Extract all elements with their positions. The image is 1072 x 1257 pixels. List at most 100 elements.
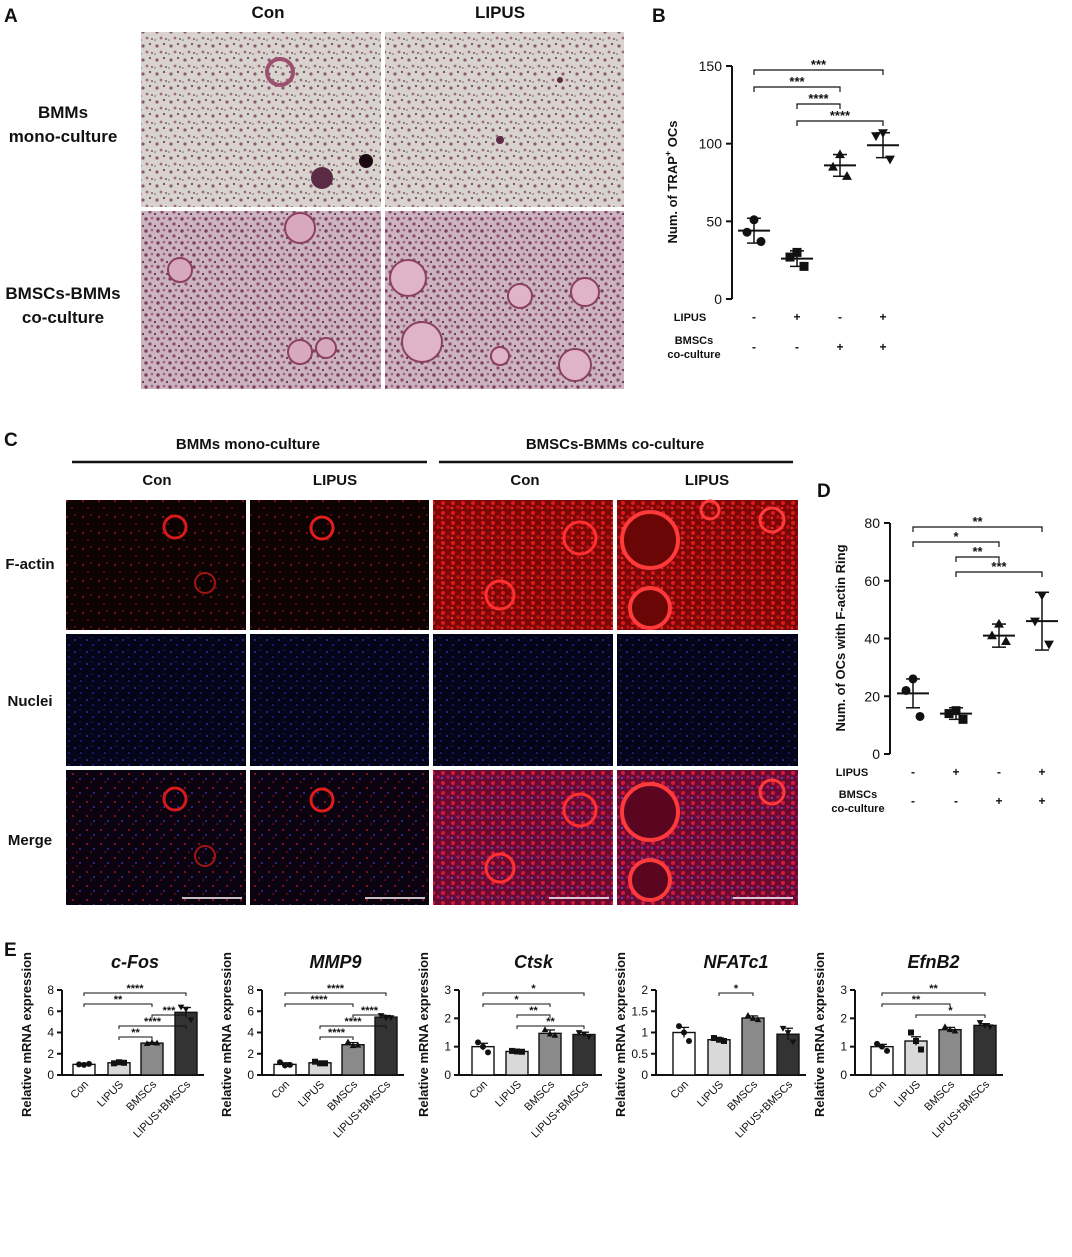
significance-label: ** <box>972 544 983 559</box>
panel-d-sign-bmscs-2: - <box>954 794 958 808</box>
panel-e-chart-ctsk: Ctsk Relative mRNA expression 0 1 2 3 Con LIPUS… <box>416 952 602 1141</box>
y-tick-label: 100 <box>699 136 723 152</box>
y-tick-label: 1 <box>840 1040 847 1054</box>
y-tick-label: 2 <box>247 1047 254 1061</box>
x-tick-label: Con <box>668 1079 691 1102</box>
data-point <box>187 1017 195 1024</box>
data-point <box>182 1006 190 1013</box>
data-point <box>177 1004 185 1011</box>
data-point <box>354 1041 362 1048</box>
panel-c-row-label-nuclei: Nuclei <box>7 693 52 710</box>
significance-bracket <box>912 526 1043 532</box>
gene-title: c-Fos <box>111 952 159 972</box>
data-point <box>915 711 925 721</box>
panel-d-letter: D <box>817 481 831 502</box>
significance-label: *** <box>163 1005 177 1017</box>
micrograph-c-nuclei-3 <box>433 634 613 766</box>
data-point <box>756 237 766 247</box>
panel-c-group-label-2: BMSCs-BMMs co-culture <box>526 436 704 453</box>
y-axis-label: Relative mRNA expression <box>19 952 34 1117</box>
significance-label: **** <box>328 1027 346 1039</box>
data-point <box>908 1029 914 1036</box>
panel-b-sign-bmscs-2: - <box>795 340 799 354</box>
y-tick-label: 150 <box>699 58 723 74</box>
significance-bracket <box>955 556 1000 562</box>
y-tick-label: 0 <box>714 291 722 307</box>
data-point <box>987 630 997 640</box>
x-tick-label: LIPUS <box>695 1079 726 1110</box>
gene-title: EfnB2 <box>907 952 959 972</box>
bar <box>707 1039 731 1076</box>
significance-bracket <box>796 120 884 126</box>
data-point <box>551 1031 559 1038</box>
data-point <box>784 1030 792 1036</box>
y-tick-label: 2 <box>840 1011 847 1025</box>
data-point <box>842 171 852 180</box>
significance-bracket <box>955 571 1043 577</box>
panel-b-row-label-lipus: LIPUS <box>674 312 706 324</box>
panel-c-letter: C <box>4 430 18 451</box>
y-axis-label: Relative mRNA expression <box>613 952 628 1117</box>
y-tick-label: 2 <box>444 1011 451 1025</box>
significance-label: *** <box>811 57 827 72</box>
micrograph-c-merge-1 <box>66 770 246 905</box>
x-tick-label: Con <box>866 1079 889 1102</box>
y-tick-label: 0 <box>247 1068 254 1082</box>
data-point <box>951 706 961 716</box>
data-point <box>585 1034 593 1041</box>
micrograph-c-nuclei-2 <box>250 634 429 766</box>
panel-c-col-label-4: LIPUS <box>685 472 729 489</box>
data-point <box>799 261 809 271</box>
significance-label: ** <box>529 1005 538 1017</box>
bar <box>174 1011 198 1076</box>
x-tick-label: LIPUS+BMSCs <box>331 1078 393 1140</box>
data-point <box>575 1030 583 1036</box>
y-tick-label: 0 <box>444 1068 451 1082</box>
y-tick-label: 0 <box>641 1068 648 1082</box>
significance-label: **** <box>361 1005 379 1017</box>
data-point <box>871 132 881 142</box>
y-tick-label: 4 <box>247 1026 254 1040</box>
significance-label: ** <box>114 994 123 1006</box>
data-point <box>711 1035 717 1042</box>
significance-bracket <box>516 1014 551 1018</box>
significance-bracket <box>118 1036 153 1040</box>
x-tick-label: LIPUS <box>95 1079 126 1110</box>
data-point <box>885 155 895 165</box>
significance-bracket <box>352 1014 387 1018</box>
y-tick-label: 1 <box>444 1040 451 1054</box>
y-tick-label: 40 <box>864 631 880 647</box>
bar <box>741 1017 765 1076</box>
data-point <box>81 1061 87 1068</box>
data-point <box>519 1048 525 1055</box>
x-tick-label: LIPUS <box>892 1079 923 1110</box>
panel-d-signs: - + - + - - + + <box>911 765 1046 808</box>
y-tick-label: 2 <box>641 983 648 997</box>
micrograph-a-bmms-lipus <box>385 32 624 207</box>
data-point <box>749 1015 757 1021</box>
data-point <box>116 1059 122 1066</box>
panel-b-row-label-bmscs-b: co-culture <box>667 349 720 361</box>
panel-d-sign-lipus-3: - <box>997 765 1001 779</box>
data-point <box>754 1016 762 1023</box>
panel-a-row-label-1b: mono-culture <box>9 127 118 146</box>
data-point <box>546 1030 554 1037</box>
data-point <box>312 1058 318 1065</box>
data-point <box>282 1062 288 1069</box>
panel-d-row-label-bmscs-b: co-culture <box>831 803 884 815</box>
y-tick-label: 6 <box>247 1004 254 1018</box>
data-point <box>509 1047 515 1054</box>
y-tick-label: 8 <box>247 983 254 997</box>
significance-bracket <box>151 1014 187 1018</box>
significance-bracket <box>482 1003 551 1007</box>
significance-bracket <box>718 992 754 996</box>
significance-label: * <box>953 529 959 544</box>
data-point <box>148 1039 156 1045</box>
data-point <box>879 1043 885 1050</box>
y-tick-label: 60 <box>864 573 880 589</box>
bar <box>973 1024 997 1076</box>
panel-e-letter: E <box>4 940 17 961</box>
